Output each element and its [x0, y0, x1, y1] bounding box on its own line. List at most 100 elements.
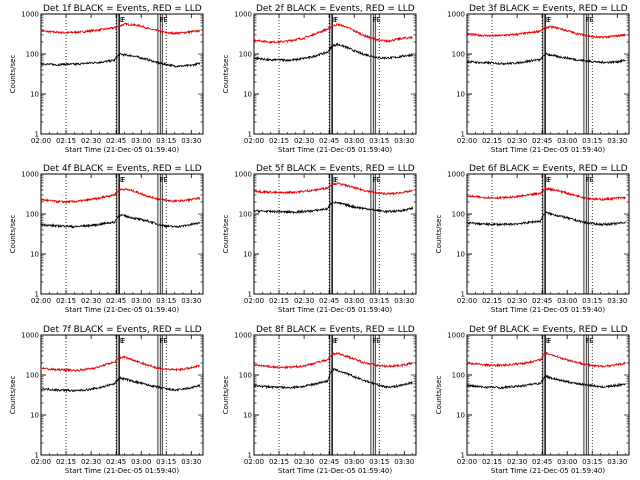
x-tick-label: 03:15	[156, 297, 176, 305]
y-tick-label: 1	[35, 291, 39, 299]
x-tick-label: 02:30	[81, 458, 101, 466]
series-events-line	[40, 213, 201, 229]
y-tick-label: 1000	[21, 171, 39, 179]
series-lld-line	[253, 181, 413, 197]
y-tick-label: 10	[456, 91, 465, 99]
x-tick-label: 03:00	[344, 137, 364, 145]
y-tick-label: 1	[248, 291, 252, 299]
x-tick-label: 02:45	[106, 297, 126, 305]
x-axis-label: Start Time (21-Dec-05 01:59:40)	[65, 306, 179, 314]
y-axis-label: Counts/sec	[435, 376, 443, 415]
series-lld-line	[40, 187, 201, 204]
y-axis-label: Counts/sec	[9, 376, 17, 415]
x-tick-label: 02:15	[56, 297, 76, 305]
series-events-line	[40, 375, 201, 393]
plot-frame	[253, 334, 417, 456]
x-tick-label: 03:15	[156, 458, 176, 466]
marker-label: E	[589, 176, 593, 184]
marker-label: E	[163, 16, 167, 24]
y-tick-label: 1000	[447, 332, 465, 340]
x-tick-label: 03:15	[369, 137, 389, 145]
y-tick-label: 10	[30, 251, 39, 259]
x-tick-label: 02:00	[31, 297, 51, 305]
marker-label: E	[163, 176, 167, 184]
marker-label: F	[547, 337, 551, 345]
panel-det-3f: Det 3f BLACK = Events, RED = LLDFFEE1101…	[447, 4, 630, 154]
x-tick-label: 03:30	[607, 458, 627, 466]
x-tick-label: 02:00	[457, 297, 477, 305]
panel-title: Det 3f BLACK = Events, RED = LLD	[469, 4, 628, 14]
marker-label: E	[120, 337, 124, 345]
panel-title: Det 4f BLACK = Events, RED = LLD	[43, 164, 202, 174]
series-events-line	[40, 52, 201, 68]
series-lld-line	[253, 23, 413, 45]
panel-det-2f: Det 2f BLACK = Events, RED = LLDFFEE1101…	[222, 4, 417, 154]
x-axis-label: Start Time (21-Dec-05 01:59:40)	[491, 146, 605, 154]
x-tick-label: 03:30	[394, 137, 414, 145]
x-tick-label: 03:15	[369, 297, 389, 305]
x-tick-label: 02:45	[532, 137, 552, 145]
plot-frame	[466, 334, 630, 456]
y-axis-label: Counts/sec	[222, 376, 230, 415]
x-tick-label: 03:00	[557, 458, 577, 466]
y-tick-label: 1	[248, 131, 252, 139]
y-tick-label: 1000	[234, 171, 252, 179]
x-tick-label: 02:45	[319, 297, 339, 305]
marker-label: E	[120, 16, 124, 24]
panel-title: Det 2f BLACK = Events, RED = LLD	[256, 4, 415, 14]
series-lld-line	[40, 22, 201, 36]
x-tick-label: 03:15	[369, 458, 389, 466]
x-tick-label: 02:15	[56, 137, 76, 145]
series-events-line	[466, 374, 626, 390]
marker-label: F	[121, 176, 125, 184]
marker-label: E	[546, 176, 550, 184]
marker-label: F	[334, 16, 338, 24]
y-tick-label: 100	[239, 51, 252, 59]
marker-label: E	[120, 176, 124, 184]
y-tick-label: 1000	[447, 171, 465, 179]
x-tick-label: 02:00	[31, 458, 51, 466]
y-tick-label: 10	[243, 251, 252, 259]
x-tick-label: 03:00	[131, 297, 151, 305]
marker-label: E	[376, 16, 380, 24]
plot-frame	[40, 334, 204, 456]
series-events-line	[253, 368, 413, 390]
x-tick-label: 02:45	[106, 458, 126, 466]
y-tick-label: 10	[30, 412, 39, 420]
marker-label: F	[121, 16, 125, 24]
marker-label: E	[333, 16, 337, 24]
series-lld-line	[466, 25, 627, 40]
y-tick-label: 1000	[21, 332, 39, 340]
x-tick-label: 03:15	[582, 297, 602, 305]
marker-label: E	[546, 16, 550, 24]
panel-det-6f: Det 6f BLACK = Events, RED = LLDFFEE1101…	[435, 164, 630, 314]
x-tick-label: 03:30	[181, 297, 201, 305]
x-axis-label: Start Time (21-Dec-05 01:59:40)	[491, 467, 605, 475]
y-tick-label: 100	[452, 211, 465, 219]
series-events-line	[466, 52, 626, 66]
y-tick-label: 1	[461, 291, 465, 299]
marker-label: F	[334, 337, 338, 345]
x-axis-label: Start Time (21-Dec-05 01:59:40)	[491, 306, 605, 314]
x-tick-label: 03:00	[131, 137, 151, 145]
x-axis-label: Start Time (21-Dec-05 01:59:40)	[278, 467, 392, 475]
panel-det-8f: Det 8f BLACK = Events, RED = LLDFFEE1101…	[222, 325, 417, 475]
x-tick-label: 02:30	[294, 137, 314, 145]
series-events-line	[253, 42, 414, 63]
x-axis-label: Start Time (21-Dec-05 01:59:40)	[65, 146, 179, 154]
y-tick-label: 1	[35, 131, 39, 139]
y-axis-label: Counts/sec	[222, 55, 230, 94]
series-events-line	[253, 200, 414, 215]
x-tick-label: 02:45	[106, 137, 126, 145]
x-tick-label: 02:15	[482, 137, 502, 145]
panel-title: Det 7f BLACK = Events, RED = LLD	[43, 325, 202, 335]
marker-label: E	[376, 176, 380, 184]
x-tick-label: 03:30	[181, 458, 201, 466]
x-tick-label: 02:00	[457, 137, 477, 145]
x-tick-label: 02:30	[507, 137, 527, 145]
marker-label: E	[589, 16, 593, 24]
y-tick-label: 1	[248, 452, 252, 460]
y-tick-label: 10	[30, 91, 39, 99]
y-axis-label: Counts/sec	[9, 215, 17, 254]
